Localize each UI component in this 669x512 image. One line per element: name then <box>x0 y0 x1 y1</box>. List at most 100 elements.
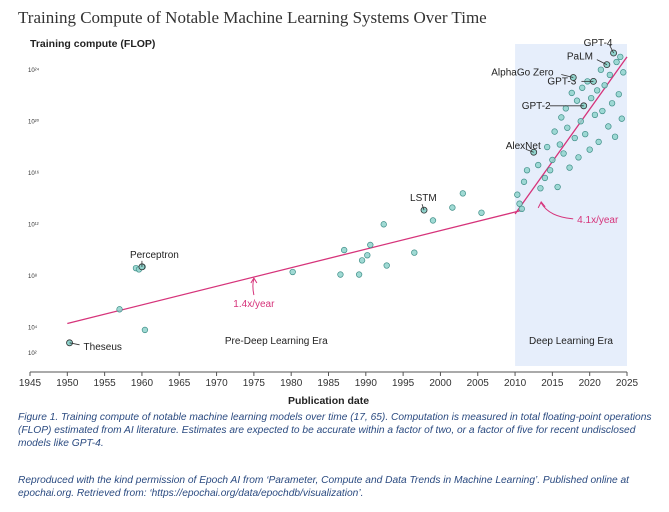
era-labels: Pre-Deep Learning Era Deep Learning Era <box>225 336 614 347</box>
data-point-30 <box>544 143 551 151</box>
data-point-68 <box>617 53 624 61</box>
y-tick-label-24: 10²⁴ <box>28 67 40 74</box>
figure-credit: Reproduced with the kind permission of E… <box>18 475 630 499</box>
data-point-47 <box>579 84 586 91</box>
era-label-1: Deep Learning Era <box>529 336 613 347</box>
data-point-21 <box>514 191 521 198</box>
annotation-label-gpt-4: GPT-4 <box>584 38 613 49</box>
y-tick-label-16: 10¹⁶ <box>28 170 40 177</box>
data-point-31 <box>546 167 554 174</box>
data-point-57 <box>597 66 605 73</box>
y-tick-label-20: 10²⁰ <box>28 118 40 125</box>
annotation-label-alexnet: AlexNet <box>506 141 541 152</box>
y-tick-label-2: 10² <box>28 351 37 357</box>
data-point-65 <box>611 133 619 140</box>
data-point-41 <box>568 89 575 97</box>
data-point-10 <box>358 257 366 264</box>
x-tick-label-2020: 2020 <box>579 378 602 389</box>
data-point-43 <box>571 134 578 142</box>
data-point-32 <box>549 156 556 164</box>
annotation-label-perceptron: Perceptron <box>130 250 179 261</box>
data-point-18 <box>449 204 456 211</box>
x-ticks: 1945 1950 1955 1960 1965 1970 1975 1980 1985 1990… <box>19 372 639 389</box>
data-point-44 <box>573 97 581 104</box>
data-point-12 <box>367 241 374 249</box>
data-point-52 <box>588 94 595 102</box>
data-point-24 <box>520 178 528 185</box>
data-point-6 <box>289 268 296 276</box>
data-point-55 <box>594 87 601 94</box>
data-point-67 <box>615 91 622 98</box>
annotation-leader-alexnet <box>525 148 534 153</box>
data-point-23 <box>518 205 525 213</box>
trend-arrowhead-dl <box>537 200 546 209</box>
annotation-label-gpt-3: GPT-3 <box>547 76 576 87</box>
data-point-70 <box>620 69 627 76</box>
x-tick-label-1950: 1950 <box>56 378 79 389</box>
data-point-1 <box>116 306 123 313</box>
x-tick-label-1975: 1975 <box>243 378 266 389</box>
data-point-69 <box>618 115 625 122</box>
annotation-label-gpt-2: GPT-2 <box>522 101 551 112</box>
y-axis-title: Training compute (FLOP) <box>30 38 156 50</box>
chart-svg: 1945 1950 1955 1960 1965 1970 1975 1980 1985 1990… <box>19 38 639 407</box>
trend-label-dl: 4.1x/year <box>577 215 619 226</box>
data-point-40 <box>566 164 573 171</box>
x-tick-label-1965: 1965 <box>168 378 191 389</box>
data-point-14 <box>383 262 390 269</box>
data-point-62 <box>606 71 613 79</box>
x-tick-label-1980: 1980 <box>280 378 303 389</box>
figure-caption: Figure 1. Training compute of notable ma… <box>18 412 652 449</box>
chart-title: Training Compute of Notable Machine Lear… <box>18 8 487 27</box>
trend-arrow-dl <box>540 202 574 220</box>
x-tick-label-2010: 2010 <box>504 378 527 389</box>
annotation-label-theseus: Theseus <box>84 342 122 353</box>
data-point-13 <box>380 221 387 228</box>
trend-line-pre-dl <box>67 209 523 325</box>
x-tick-label-1945: 1945 <box>19 378 42 389</box>
x-tick-label-1990: 1990 <box>355 378 378 389</box>
x-tick-label-1985: 1985 <box>317 378 340 389</box>
data-point-15 <box>411 249 418 256</box>
annotation-leader-gpt-4 <box>609 44 614 54</box>
x-tick-label-1955: 1955 <box>94 378 117 389</box>
annotation-label-alphago-zero: AlphaGo Zero <box>491 67 554 78</box>
data-point-49 <box>582 131 589 138</box>
annotation-label-lstm: LSTM <box>410 193 437 204</box>
annotation-leader-lstm <box>421 204 425 211</box>
data-point-33 <box>551 128 558 135</box>
data-point-37 <box>560 150 567 157</box>
data-point-36 <box>558 114 565 121</box>
data-point-56 <box>595 138 602 146</box>
data-point-9 <box>355 271 363 278</box>
trend-arrow-pre-dl <box>252 278 255 296</box>
data-point-28 <box>537 185 544 192</box>
x-tick-label-2000: 2000 <box>429 378 452 389</box>
annotation-leader-theseus <box>69 342 80 346</box>
data-point-5 <box>141 326 149 334</box>
x-axis-title: Publication date <box>288 395 369 407</box>
x-tick-label-2005: 2005 <box>467 378 490 389</box>
era-label-0: Pre-Deep Learning Era <box>225 336 328 347</box>
data-point-39 <box>564 124 571 131</box>
data-point-46 <box>577 118 584 125</box>
data-point-58 <box>599 107 606 115</box>
data-point-22 <box>516 200 523 207</box>
trend-label-pre-dl: 1.4x/year <box>233 299 275 310</box>
data-point-25 <box>523 167 531 174</box>
x-tick-label-1970: 1970 <box>205 378 228 389</box>
trend-arrowhead-pre-dl <box>250 277 258 284</box>
annotations: Theseus Perceptron LSTM AlexNet GPT-2 GPT-3Al… <box>66 38 617 353</box>
y-ticks: 10² 10⁴ 10⁸ 10¹² 10¹⁶ 10²⁰ 10²⁴ <box>28 67 40 357</box>
x-tick-label-1995: 1995 <box>392 378 415 389</box>
data-point-17 <box>429 217 437 224</box>
data-point-45 <box>575 154 582 161</box>
data-point-27 <box>535 161 542 169</box>
data-point-61 <box>605 123 612 130</box>
x-tick-label-2015: 2015 <box>541 378 564 389</box>
data-point-35 <box>556 141 563 148</box>
data-point-66 <box>613 58 620 66</box>
data-point-8 <box>341 246 348 254</box>
x-tick-label-2025: 2025 <box>616 378 639 389</box>
data-point-29 <box>541 174 549 182</box>
